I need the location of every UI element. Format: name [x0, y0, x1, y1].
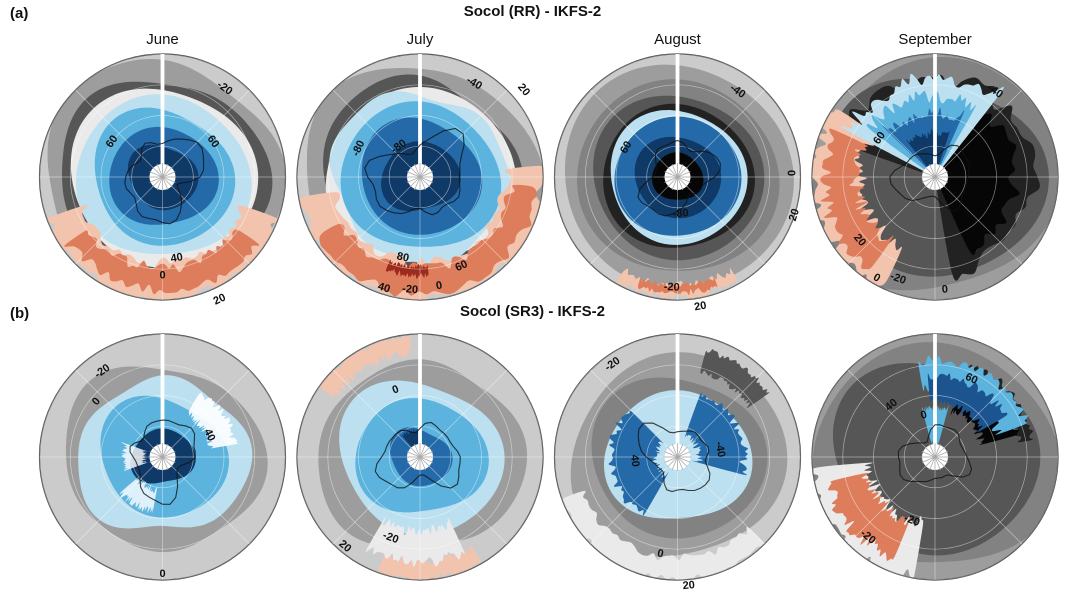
svg-text:-20: -20: [663, 281, 680, 294]
svg-text:0: 0: [785, 170, 797, 177]
svg-text:80: 80: [396, 250, 410, 264]
svg-text:-80: -80: [672, 207, 689, 220]
svg-text:0: 0: [941, 283, 948, 295]
svg-text:0: 0: [159, 568, 165, 580]
svg-text:20: 20: [515, 81, 532, 98]
svg-text:40: 40: [170, 251, 184, 265]
svg-text:40: 40: [628, 454, 641, 467]
svg-text:-20: -20: [402, 283, 419, 296]
svg-text:0: 0: [159, 269, 165, 281]
svg-text:20: 20: [682, 579, 695, 592]
svg-text:20: 20: [787, 207, 802, 222]
